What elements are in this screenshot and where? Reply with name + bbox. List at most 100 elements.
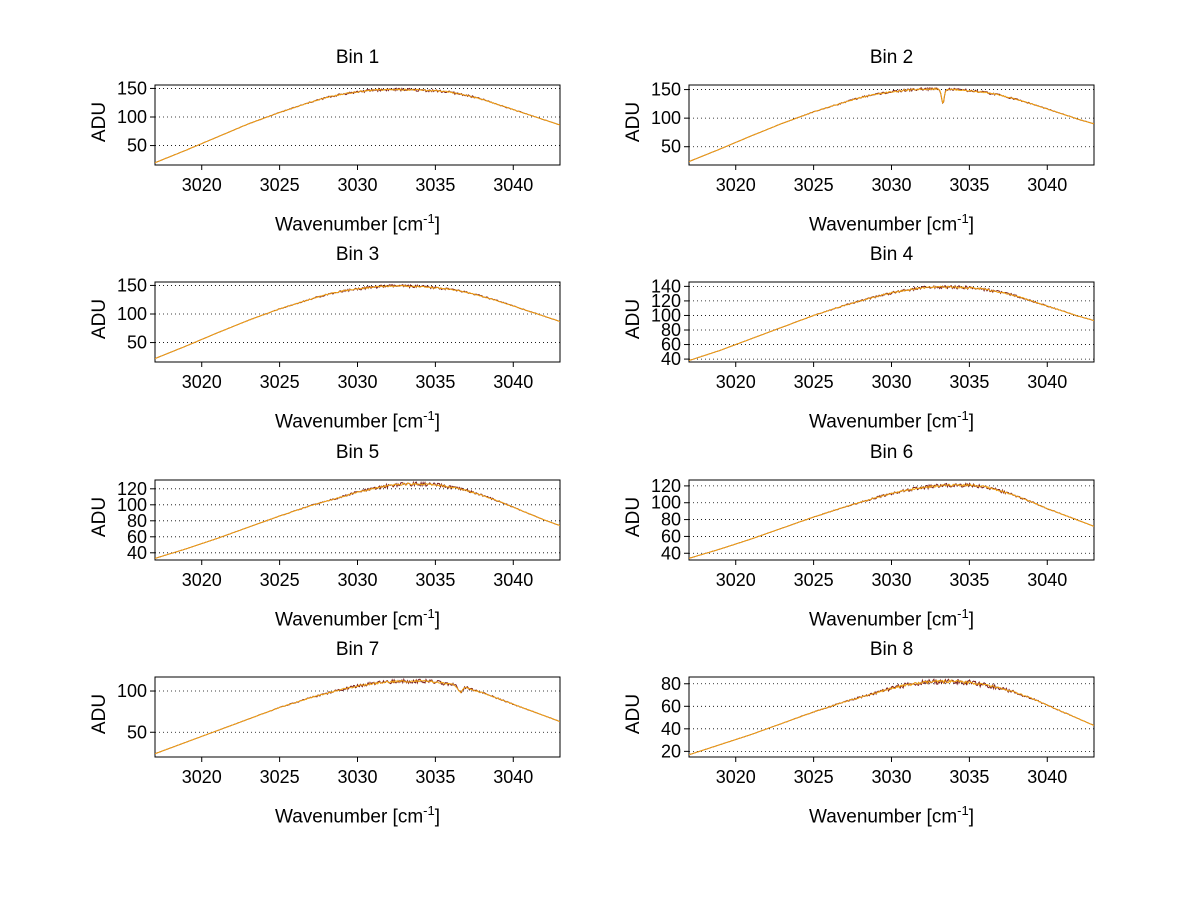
plot-area: 3020 3025 3030 3035 3040 50 100 bbox=[117, 676, 561, 787]
svg-text:3035: 3035 bbox=[949, 767, 989, 787]
svg-text:80: 80 bbox=[661, 320, 681, 340]
x-axis-label-close: ] bbox=[434, 806, 440, 828]
svg-text:100: 100 bbox=[651, 493, 681, 513]
subplot-title: Bin 2 bbox=[869, 47, 914, 68]
svg-text:100: 100 bbox=[117, 495, 147, 515]
subplot-title: Bin 1 bbox=[335, 47, 380, 68]
svg-text:3020: 3020 bbox=[716, 372, 756, 392]
plot-area: 3020 3025 3030 3035 3040 50 100 150 bbox=[651, 81, 1095, 195]
x-axis-label-text: Wavenumber [cm bbox=[808, 411, 958, 433]
svg-text:3020: 3020 bbox=[716, 767, 756, 787]
x-axis-label-text: Wavenumber [cm bbox=[808, 214, 958, 236]
x-axis-label-text: Wavenumber [cm bbox=[274, 411, 424, 433]
plot-area: 3020 3025 3030 3035 3040 50 100 150 bbox=[117, 278, 561, 392]
subplot-title: Bin 5 bbox=[335, 442, 380, 463]
svg-text:3025: 3025 bbox=[260, 175, 300, 195]
x-axis-label-superscript: -1 bbox=[957, 606, 969, 621]
svg-text:3040: 3040 bbox=[1027, 372, 1067, 392]
svg-text:50: 50 bbox=[127, 722, 147, 742]
svg-text:50: 50 bbox=[127, 333, 147, 353]
svg-text:3030: 3030 bbox=[871, 372, 911, 392]
svg-text:3030: 3030 bbox=[337, 570, 377, 590]
svg-text:120: 120 bbox=[651, 291, 681, 311]
x-axis-label: Wavenumber [cm-1] bbox=[155, 408, 560, 433]
x-axis-label-close: ] bbox=[968, 609, 974, 631]
svg-text:3040: 3040 bbox=[493, 372, 533, 392]
svg-text:20: 20 bbox=[661, 741, 681, 761]
svg-text:150: 150 bbox=[117, 81, 147, 98]
subplot-title: Bin 6 bbox=[869, 442, 914, 463]
x-axis-label-close: ] bbox=[968, 806, 974, 828]
svg-text:3040: 3040 bbox=[1027, 767, 1067, 787]
svg-text:3025: 3025 bbox=[260, 570, 300, 590]
svg-text:40: 40 bbox=[127, 543, 147, 563]
svg-text:60: 60 bbox=[127, 527, 147, 547]
subplot-bin-2: Bin 2 ADU 3020 3025 3030 3035 3040 50 100 150 W… bbox=[604, 45, 1134, 250]
x-axis-label: Wavenumber [cm-1] bbox=[155, 803, 560, 828]
x-axis-label-superscript: -1 bbox=[957, 408, 969, 423]
svg-text:100: 100 bbox=[651, 305, 681, 325]
svg-text:3025: 3025 bbox=[794, 175, 834, 195]
svg-text:3025: 3025 bbox=[794, 372, 834, 392]
x-axis-label-text: Wavenumber [cm bbox=[274, 609, 424, 631]
svg-text:3040: 3040 bbox=[493, 767, 533, 787]
svg-text:40: 40 bbox=[661, 543, 681, 563]
svg-text:150: 150 bbox=[651, 81, 681, 100]
svg-text:3035: 3035 bbox=[949, 175, 989, 195]
svg-text:100: 100 bbox=[117, 304, 147, 324]
subplot-title: Bin 8 bbox=[869, 639, 914, 660]
svg-text:40: 40 bbox=[661, 719, 681, 739]
svg-text:100: 100 bbox=[117, 681, 147, 701]
svg-text:3040: 3040 bbox=[1027, 570, 1067, 590]
svg-text:3025: 3025 bbox=[794, 570, 834, 590]
svg-text:3030: 3030 bbox=[871, 767, 911, 787]
subplot-bin-3: Bin 3 ADU 3020 3025 3030 3035 3040 50 100 150 W… bbox=[70, 242, 600, 447]
svg-text:150: 150 bbox=[117, 278, 147, 295]
svg-text:3025: 3025 bbox=[794, 767, 834, 787]
x-axis-label-superscript: -1 bbox=[423, 606, 435, 621]
x-axis-label-superscript: -1 bbox=[957, 803, 969, 818]
svg-text:3035: 3035 bbox=[415, 570, 455, 590]
x-axis-label-close: ] bbox=[434, 609, 440, 631]
svg-text:60: 60 bbox=[661, 696, 681, 716]
x-axis-label-superscript: -1 bbox=[423, 803, 435, 818]
svg-text:3040: 3040 bbox=[1027, 175, 1067, 195]
svg-text:40: 40 bbox=[661, 349, 681, 369]
x-axis-label-close: ] bbox=[434, 411, 440, 433]
svg-text:3020: 3020 bbox=[182, 767, 222, 787]
svg-text:3020: 3020 bbox=[716, 570, 756, 590]
svg-text:100: 100 bbox=[117, 107, 147, 127]
svg-text:3035: 3035 bbox=[415, 767, 455, 787]
subplot-title: Bin 4 bbox=[869, 244, 914, 265]
svg-text:80: 80 bbox=[127, 511, 147, 531]
x-axis-label: Wavenumber [cm-1] bbox=[689, 606, 1094, 631]
svg-text:3020: 3020 bbox=[182, 175, 222, 195]
subplot-title: Bin 3 bbox=[335, 244, 380, 265]
svg-text:60: 60 bbox=[661, 335, 681, 355]
x-axis-label-superscript: -1 bbox=[423, 408, 435, 423]
x-axis-label: Wavenumber [cm-1] bbox=[689, 408, 1094, 433]
x-axis-label-text: Wavenumber [cm bbox=[808, 609, 958, 631]
subplot-bin-1: Bin 1 ADU 3020 3025 3030 3035 3040 50 100 150 W… bbox=[70, 45, 600, 250]
svg-text:100: 100 bbox=[651, 108, 681, 128]
svg-text:50: 50 bbox=[127, 136, 147, 156]
x-axis-label-superscript: -1 bbox=[423, 211, 435, 226]
x-axis-label: Wavenumber [cm-1] bbox=[155, 211, 560, 236]
svg-text:3035: 3035 bbox=[415, 372, 455, 392]
subplot-bin-5: Bin 5 ADU 3020 3025 3030 3035 3040 40 60 80 100 1… bbox=[70, 440, 600, 645]
svg-text:3030: 3030 bbox=[337, 767, 377, 787]
x-axis-label-close: ] bbox=[968, 411, 974, 433]
svg-text:3030: 3030 bbox=[337, 372, 377, 392]
svg-text:80: 80 bbox=[661, 674, 681, 694]
x-axis-label: Wavenumber [cm-1] bbox=[155, 606, 560, 631]
subplot-bin-8: Bin 8 ADU 3020 3025 3030 3035 3040 20 40 60 80 W… bbox=[604, 637, 1134, 842]
svg-text:3030: 3030 bbox=[871, 570, 911, 590]
svg-text:140: 140 bbox=[651, 278, 681, 296]
plot-area: 3020 3025 3030 3035 3040 50 100 150 bbox=[117, 81, 561, 195]
x-axis-label: Wavenumber [cm-1] bbox=[689, 211, 1094, 236]
